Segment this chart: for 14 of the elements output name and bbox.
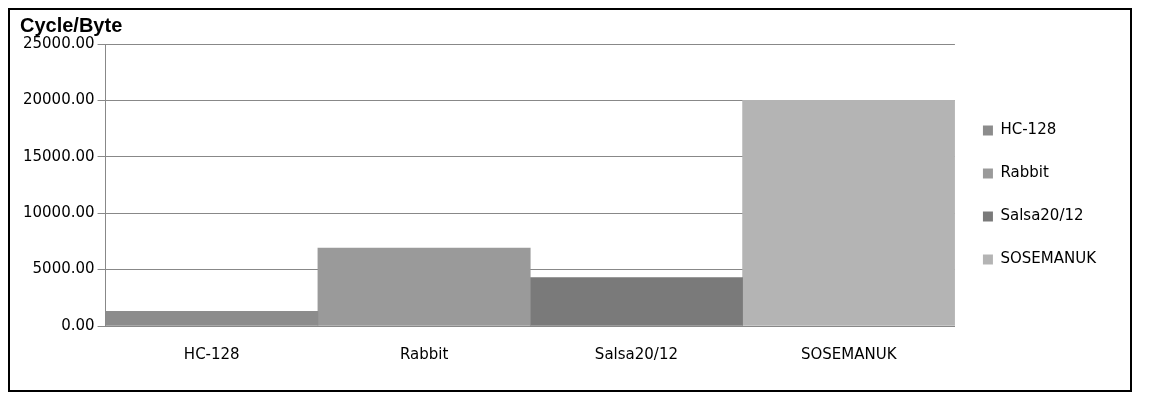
y-tick-label: 20000.00 <box>22 90 95 109</box>
y-tick-label: 15000.00 <box>22 146 95 165</box>
y-tick-label: 0.00 <box>61 315 95 334</box>
legend-label: SOSEMANUK <box>1000 249 1098 268</box>
x-tick-label: Rabbit <box>399 344 449 363</box>
x-tick-label: SOSEMANUK <box>800 344 898 363</box>
legend-label: Salsa20/12 <box>1000 206 1084 225</box>
chart-title: Cycle/Byte <box>20 13 123 36</box>
legend-label: HC-128 <box>1000 120 1057 139</box>
y-tick-label: 5000.00 <box>32 259 95 278</box>
x-tick-label: Salsa20/12 <box>594 344 678 363</box>
x-tick-label: HC-128 <box>183 344 240 363</box>
legend-label: Rabbit <box>1000 163 1049 182</box>
y-tick-label: 10000.00 <box>22 203 95 222</box>
